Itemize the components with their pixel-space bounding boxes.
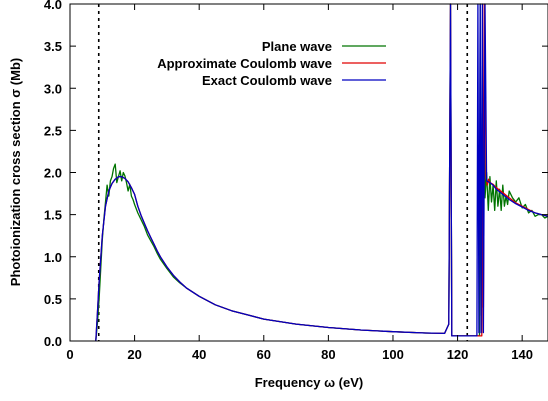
y-tick-label: 3.0 — [44, 81, 62, 96]
x-tick-label: 20 — [127, 347, 141, 362]
y-tick-label: 0.5 — [44, 292, 62, 307]
y-tick-label: 1.5 — [44, 208, 62, 223]
series-lines — [95, 3, 548, 342]
y-tick-label: 2.0 — [44, 166, 62, 181]
legend-label: Approximate Coulomb wave — [157, 56, 332, 71]
y-tick-label: 2.5 — [44, 123, 62, 138]
x-tick-label: 100 — [382, 347, 404, 362]
series-line — [95, 3, 548, 342]
x-axis: 0 20 40 60 80 100 120 140 — [66, 4, 533, 362]
y-axis-label: Photoionization cross section σ (Mb) — [8, 58, 23, 286]
legend-label: Plane wave — [262, 39, 332, 54]
y-tick-label: 1.0 — [44, 250, 62, 265]
y-axis: 0.0 0.5 1.0 1.5 2.0 2.5 3.0 3.5 4.0 — [44, 0, 548, 349]
x-tick-label: 40 — [192, 347, 206, 362]
y-tick-label: 3.5 — [44, 39, 62, 54]
x-tick-label: 0 — [66, 347, 73, 362]
legend: Plane wave Approximate Coulomb wave Exact … — [157, 39, 386, 88]
plot-frame — [69, 3, 548, 342]
y-tick-label: 4.0 — [44, 0, 62, 12]
y-tick-label: 0.0 — [44, 334, 62, 349]
vertical-reference-lines — [97, 4, 469, 341]
x-tick-label: 120 — [447, 347, 469, 362]
x-axis-label: Frequency ω (eV) — [255, 375, 364, 390]
legend-label: Exact Coulomb wave — [202, 73, 332, 88]
x-tick-label: 140 — [511, 347, 533, 362]
x-tick-label: 80 — [321, 347, 335, 362]
x-tick-label: 60 — [257, 347, 271, 362]
